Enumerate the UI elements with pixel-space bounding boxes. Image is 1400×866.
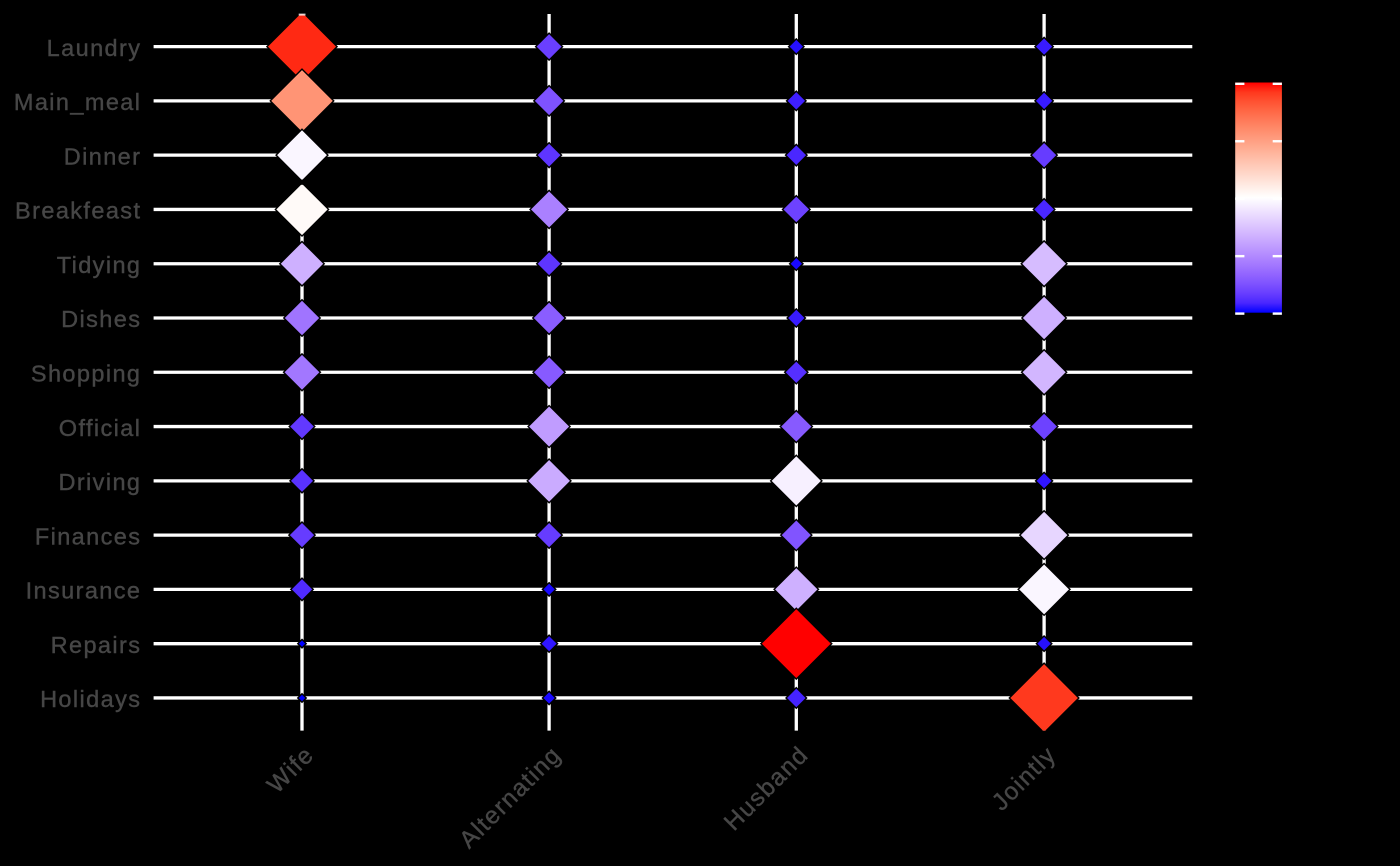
svg-text:Insurance: Insurance xyxy=(26,578,142,604)
svg-text:Holidays: Holidays xyxy=(40,686,141,712)
svg-text:Dishes: Dishes xyxy=(61,306,141,332)
svg-text:Finances: Finances xyxy=(35,523,142,549)
svg-text:Laundry: Laundry xyxy=(47,35,142,61)
svg-text:Dinner: Dinner xyxy=(64,143,142,169)
svg-text:Repairs: Repairs xyxy=(51,632,142,658)
svg-text:Driving: Driving xyxy=(58,469,141,495)
svg-text:Official: Official xyxy=(59,415,142,441)
svg-text:Tidying: Tidying xyxy=(57,252,142,278)
svg-text:Main_meal: Main_meal xyxy=(14,89,142,115)
svg-text:Shopping: Shopping xyxy=(31,361,142,387)
svg-text:Breakfeast: Breakfeast xyxy=(15,198,141,224)
